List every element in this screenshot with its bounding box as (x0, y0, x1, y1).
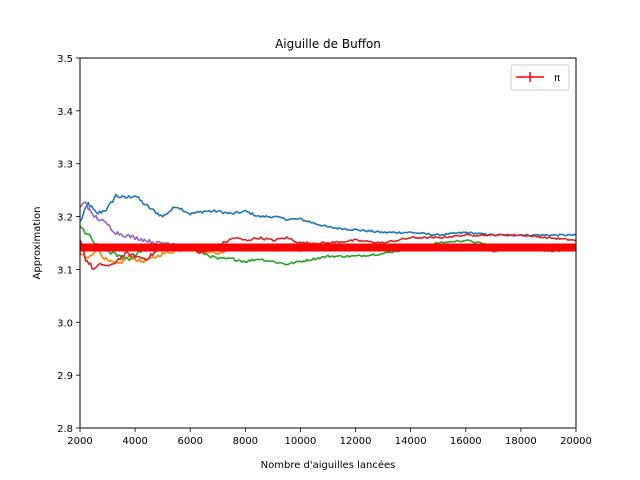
legend: π (510, 64, 570, 91)
x-ticks: 2000 4000 6000 8000 10000 12000 14000 16000 1800… (67, 428, 592, 447)
legend-pi-label: π (554, 73, 560, 84)
y-tick-label: 2.9 (57, 371, 73, 382)
y-tick-label: 3.2 (57, 213, 73, 224)
x-tick-label: 2000 (67, 436, 92, 447)
x-tick-label: 8000 (233, 436, 258, 447)
y-tick-label: 3.0 (57, 318, 73, 329)
plot-frame (79, 57, 577, 429)
y-tick-label: 3.4 (57, 107, 73, 118)
x-axis-label: Nombre d'aiguilles lancées (261, 459, 396, 471)
y-axis-label: Approximation (32, 207, 43, 280)
y-tick-label: 3.5 (57, 54, 73, 65)
y-tick-label: 3.3 (57, 160, 73, 171)
x-tick-label: 4000 (122, 436, 147, 447)
x-tick-label: 16000 (450, 436, 482, 447)
x-tick-label: 14000 (395, 436, 427, 447)
y-ticks: 2.8 2.9 3.0 3.1 3.2 3.3 3.4 3.5 (57, 54, 80, 435)
x-tick-label: 6000 (177, 436, 202, 447)
y-tick-label: 2.8 (57, 424, 73, 435)
x-tick-label: 18000 (505, 436, 537, 447)
y-tick-label: 3.1 (57, 265, 73, 276)
x-tick-label: 10000 (285, 436, 317, 447)
chart-title: Aiguille de Buffon (275, 37, 381, 51)
x-tick-label: 20000 (560, 436, 592, 447)
x-tick-label: 12000 (340, 436, 372, 447)
